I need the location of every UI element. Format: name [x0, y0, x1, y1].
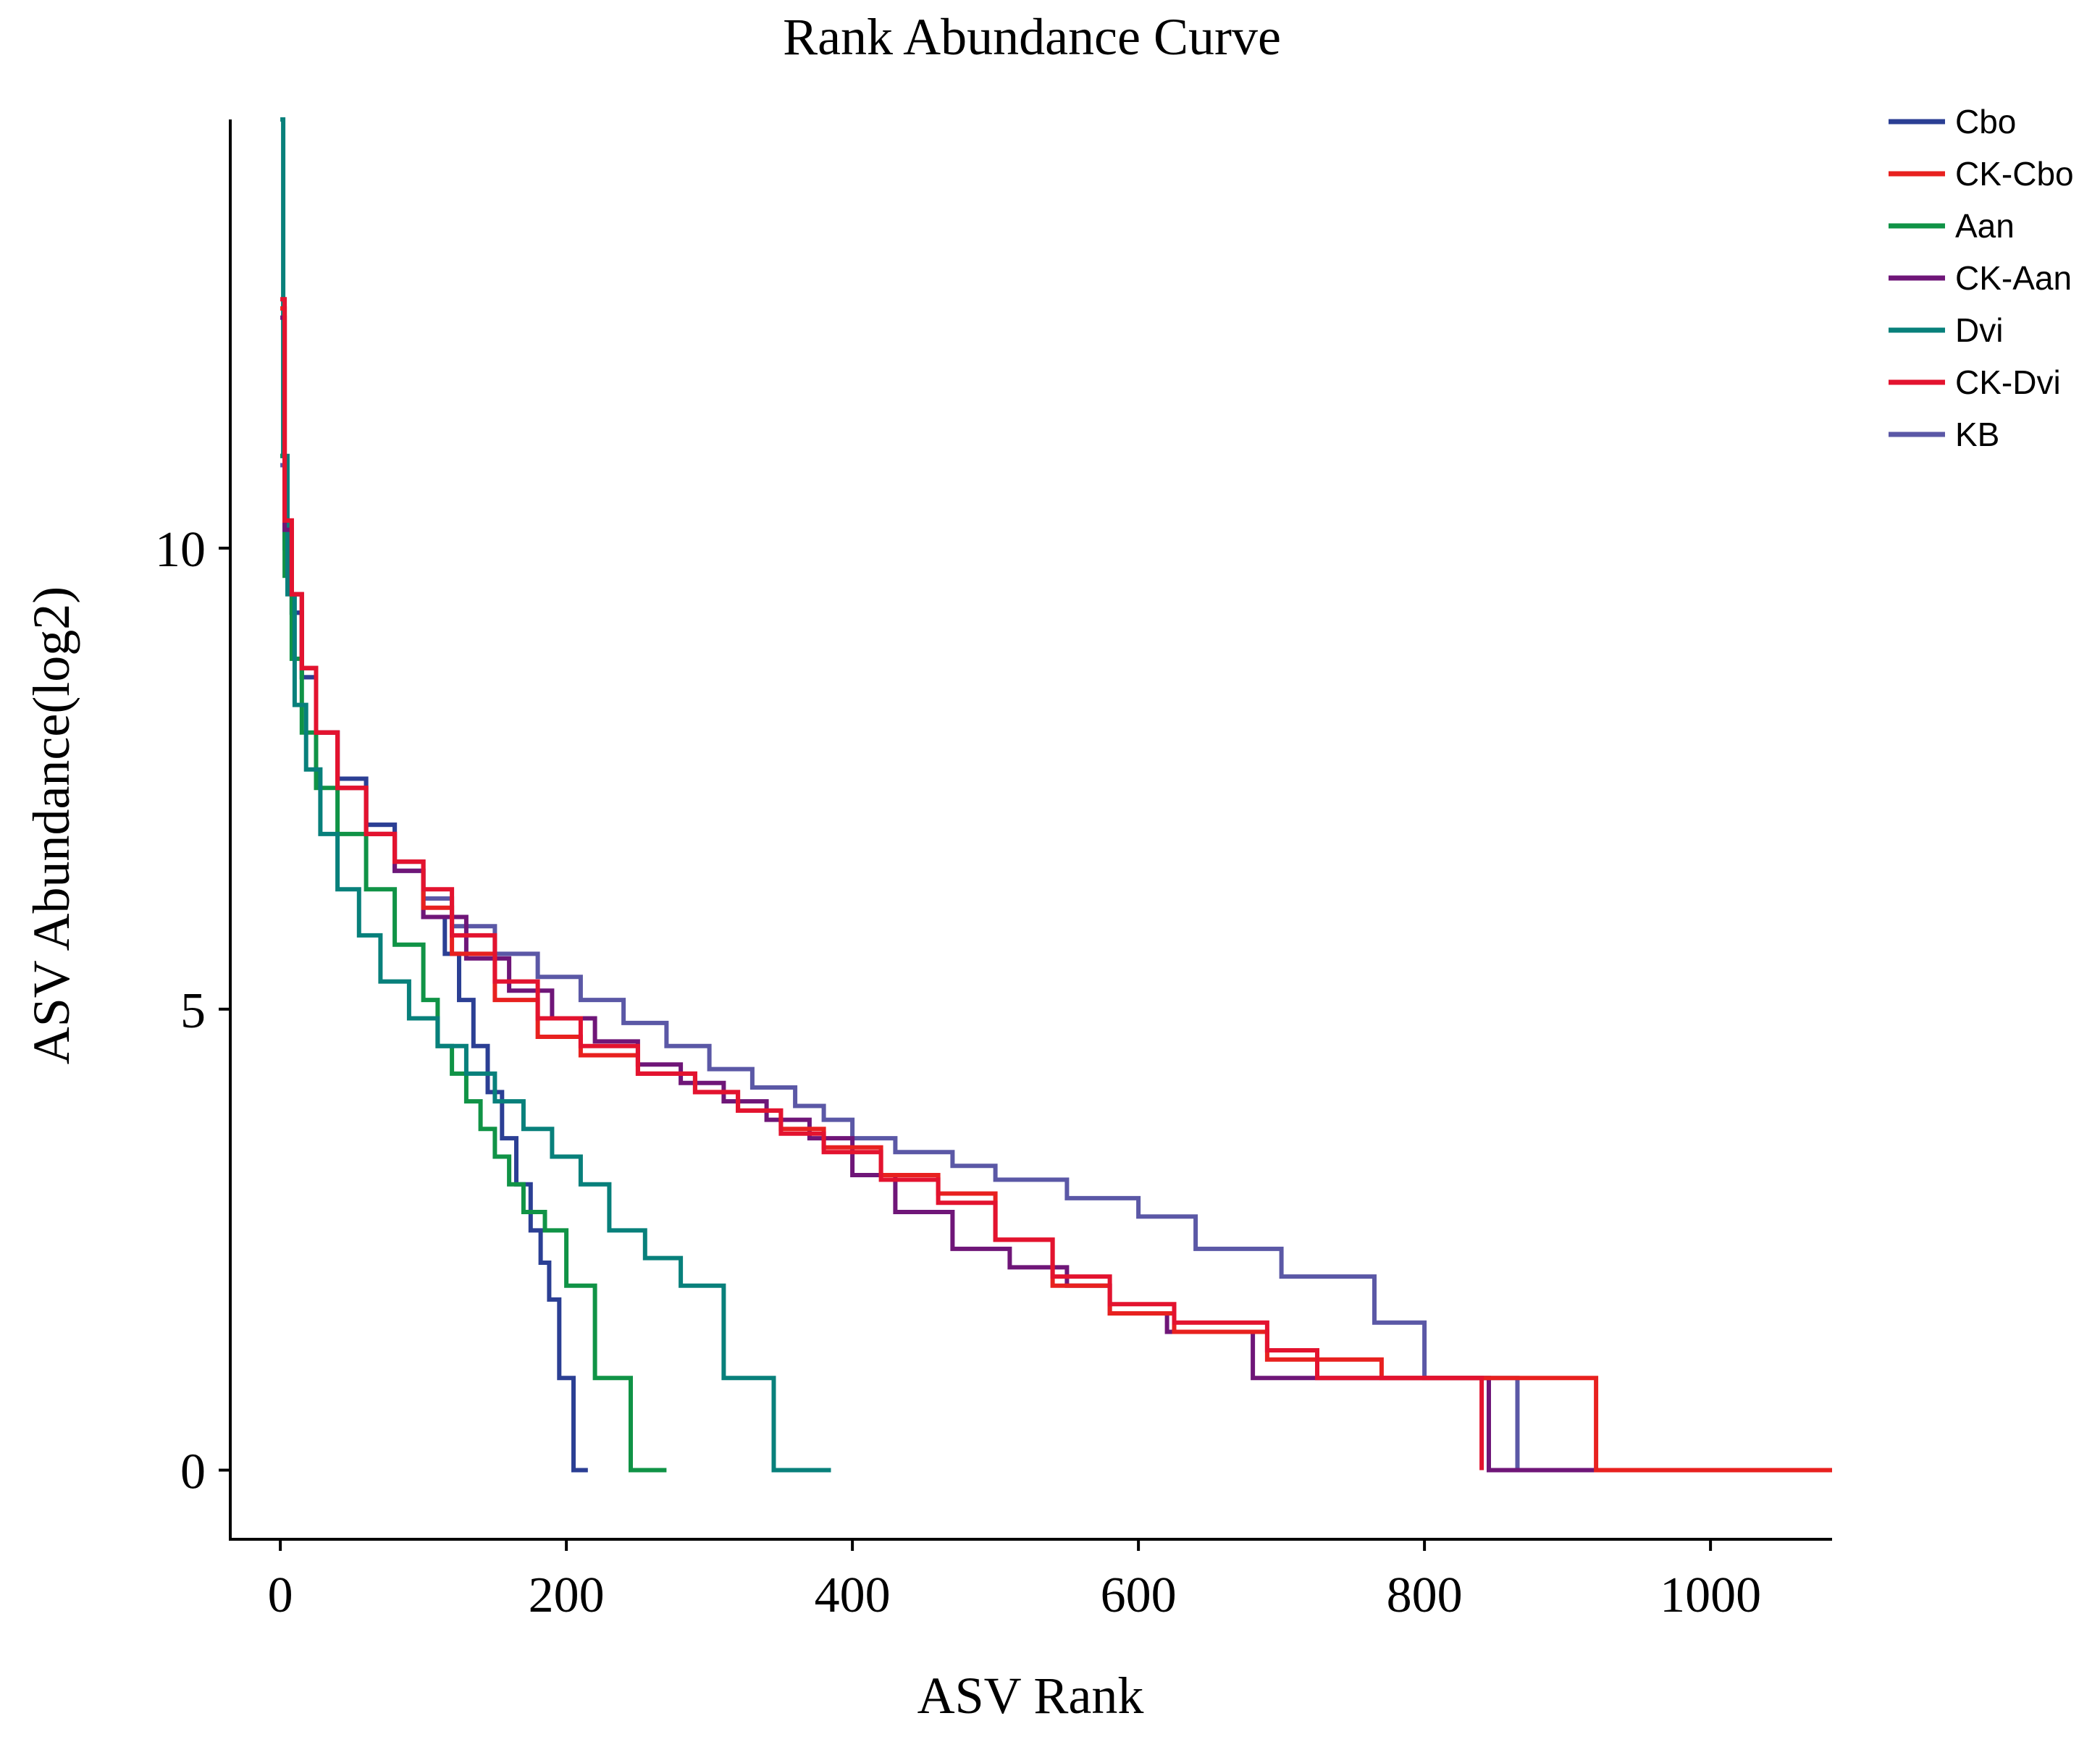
legend-label: CK-Aan: [1955, 259, 2072, 297]
x-tick-label: 200: [529, 1568, 605, 1623]
plot-area: [280, 117, 1832, 1473]
y-tick-label: 5: [180, 983, 206, 1039]
x-tick-label: 1000: [1660, 1568, 1761, 1623]
legend-label: KB: [1955, 416, 1999, 453]
series-line-aan: [280, 453, 667, 1473]
x-axis-label: ASV Rank: [917, 1667, 1144, 1725]
x-tick-label: 400: [815, 1568, 891, 1623]
series-line-kb: [280, 463, 1654, 1473]
y-tick-label: 10: [155, 522, 206, 578]
series-line-ck-cbo: [280, 306, 1832, 1473]
series-line-ck-aan: [280, 315, 1754, 1473]
y-ticks: 0 5 10: [155, 522, 230, 1499]
y-axis-label: ASV Abundance(log2): [22, 586, 80, 1065]
chart-title: Rank Abundance Curve: [783, 8, 1281, 66]
series-line-cbo: [280, 453, 588, 1473]
legend-label: CK-Cbo: [1955, 155, 2074, 193]
series-line-ck-dvi: [280, 297, 1484, 1470]
legend-label: Aan: [1955, 207, 2015, 245]
legend-label: CK-Dvi: [1955, 363, 2061, 401]
y-tick-label: 0: [180, 1444, 206, 1499]
legend: Cbo CK-Cbo Aan CK-Aan Dvi CK-Dvi KB: [1889, 103, 2074, 453]
x-tick-label: 0: [268, 1568, 293, 1623]
x-tick-label: 600: [1101, 1568, 1177, 1623]
legend-label: Dvi: [1955, 311, 2003, 349]
series-line-dvi: [280, 117, 831, 1473]
legend-label: Cbo: [1955, 103, 2016, 140]
x-ticks: 0 200 400 600 800 1000: [268, 1539, 1761, 1623]
x-tick-label: 800: [1387, 1568, 1463, 1623]
